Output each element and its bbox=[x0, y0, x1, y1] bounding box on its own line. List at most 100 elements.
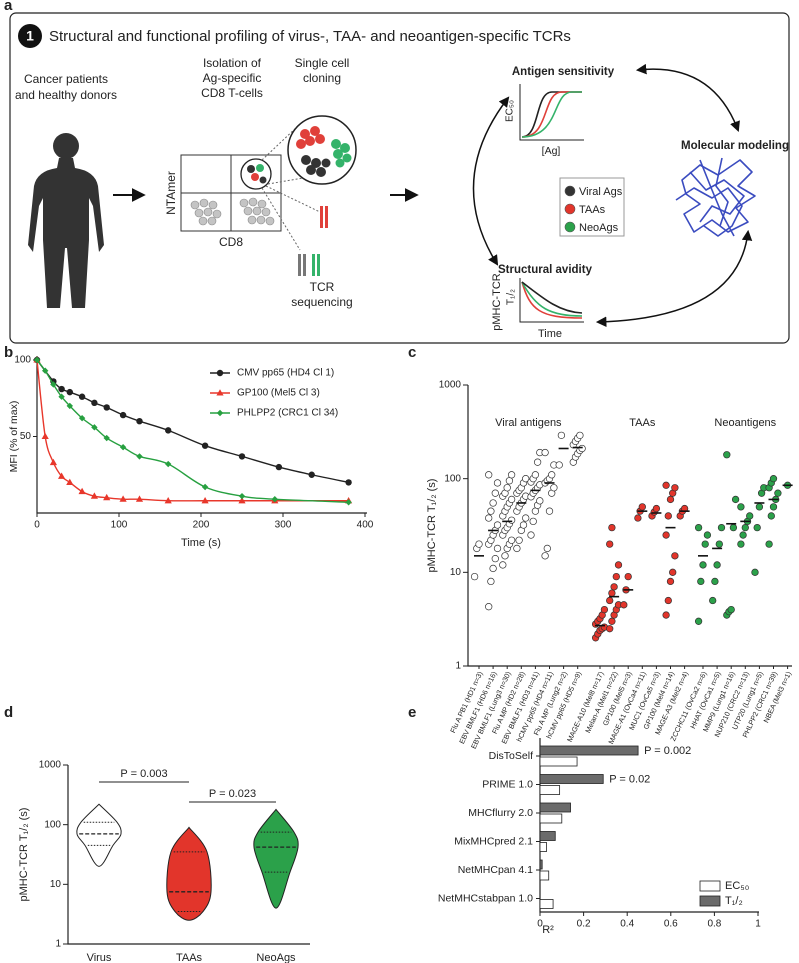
panel-frame bbox=[9, 12, 790, 344]
x-tick-label: 300 bbox=[275, 520, 292, 531]
legend-label: NeoAgs bbox=[579, 222, 619, 234]
data-point bbox=[723, 451, 731, 459]
mini-axes bbox=[519, 84, 584, 141]
data-point bbox=[507, 471, 516, 479]
data-point bbox=[78, 393, 86, 400]
data-point bbox=[727, 605, 735, 614]
panel-a: 1 Structural and functional profiling of… bbox=[9, 12, 790, 344]
x-tick-label: 0.8 bbox=[707, 919, 721, 930]
data-point bbox=[50, 381, 57, 388]
data-point bbox=[550, 484, 558, 492]
data-point bbox=[769, 503, 778, 511]
bar bbox=[539, 785, 561, 795]
data-point bbox=[555, 461, 563, 469]
data-point bbox=[634, 514, 642, 522]
protein-structure bbox=[675, 157, 756, 237]
data-point bbox=[751, 568, 759, 576]
x-tick-label: 200 bbox=[193, 520, 210, 531]
data-point bbox=[485, 471, 493, 479]
data-point bbox=[694, 523, 703, 532]
data-point bbox=[739, 531, 747, 539]
x-tick-label: 0 bbox=[537, 919, 543, 930]
data-point bbox=[271, 496, 278, 503]
mini-axes bbox=[519, 278, 584, 323]
curved-arrow bbox=[595, 229, 753, 328]
y-tick-label: 10 bbox=[50, 879, 62, 890]
x-tick-label: Virus bbox=[87, 952, 112, 963]
axis-line bbox=[36, 356, 367, 514]
p-value: P = 0.003 bbox=[120, 768, 167, 780]
axis-label: CD8 bbox=[219, 235, 243, 249]
data-point bbox=[491, 554, 499, 563]
data-point bbox=[699, 561, 707, 569]
data-point bbox=[737, 540, 745, 548]
x-tick-label: 1 bbox=[755, 919, 761, 930]
data-point bbox=[119, 444, 127, 451]
data-point bbox=[90, 492, 98, 499]
data-point bbox=[729, 523, 738, 532]
bar bbox=[539, 831, 556, 841]
zoom-line bbox=[267, 177, 304, 185]
y-tick-label: DisToSelf bbox=[489, 750, 533, 762]
mini-axis-label: Time bbox=[538, 328, 562, 340]
isolation-text: Ag-specific bbox=[203, 71, 262, 85]
data-point bbox=[58, 385, 65, 393]
data-point bbox=[541, 448, 549, 457]
y-tick-label: 1000 bbox=[439, 380, 462, 391]
data-point bbox=[238, 492, 246, 500]
legend: Viral Ags TAAs NeoAgs bbox=[564, 185, 623, 234]
data-point bbox=[624, 572, 632, 581]
x-tick-label: 0.6 bbox=[664, 919, 678, 930]
mini-axis-label: T₁/₂ bbox=[506, 289, 517, 305]
data-point bbox=[522, 514, 530, 522]
p-value: P = 0.002 bbox=[644, 745, 691, 757]
tcr-icons bbox=[298, 206, 328, 276]
bar bbox=[539, 774, 604, 784]
data-point bbox=[697, 577, 705, 586]
data-point bbox=[741, 523, 749, 532]
zoom-line bbox=[261, 187, 301, 251]
data-point bbox=[610, 583, 618, 591]
data-point bbox=[608, 523, 616, 532]
data-point bbox=[755, 503, 764, 511]
bar bbox=[539, 756, 578, 767]
y-tick-label: MHCflurry 2.0 bbox=[468, 807, 533, 819]
data-point bbox=[711, 577, 719, 586]
data-point bbox=[505, 477, 514, 485]
data-point bbox=[557, 431, 566, 440]
mini-curve bbox=[521, 281, 583, 317]
y-tick-label: 1 bbox=[455, 661, 461, 672]
y-tick-label: 100 bbox=[444, 473, 461, 484]
cell bbox=[247, 165, 255, 173]
panel-label: e bbox=[408, 704, 416, 721]
data-point bbox=[533, 458, 542, 466]
data-point bbox=[669, 568, 677, 576]
data-point bbox=[709, 596, 717, 605]
data-point bbox=[136, 418, 143, 425]
panel-label: a bbox=[4, 0, 13, 14]
x-tick-label: TAAs bbox=[176, 952, 203, 963]
data-point bbox=[485, 603, 493, 611]
data-point bbox=[737, 503, 745, 511]
data-point bbox=[119, 411, 127, 419]
legend-label: PHLPP2 (CRC1 Cl 34) bbox=[237, 408, 338, 419]
panel-label: d bbox=[4, 704, 13, 721]
data-point bbox=[578, 444, 586, 453]
data-point bbox=[606, 540, 614, 548]
isolation-text: CD8 T-cells bbox=[201, 86, 263, 100]
data-point bbox=[470, 572, 479, 581]
panel-label: b bbox=[4, 344, 13, 361]
legend-marker bbox=[216, 369, 224, 377]
data-point bbox=[275, 463, 283, 471]
data-point bbox=[664, 596, 672, 605]
data-point bbox=[201, 496, 209, 504]
mini-curve bbox=[521, 281, 583, 319]
data-point bbox=[531, 471, 540, 479]
y-tick-label: 1000 bbox=[39, 760, 62, 771]
data-point bbox=[136, 453, 143, 460]
y-tick-label: NetMHCpan 4.1 bbox=[458, 864, 533, 876]
data-point bbox=[103, 404, 110, 411]
y-axis-label: MFI (% of max) bbox=[8, 401, 20, 473]
data-point bbox=[513, 544, 521, 553]
